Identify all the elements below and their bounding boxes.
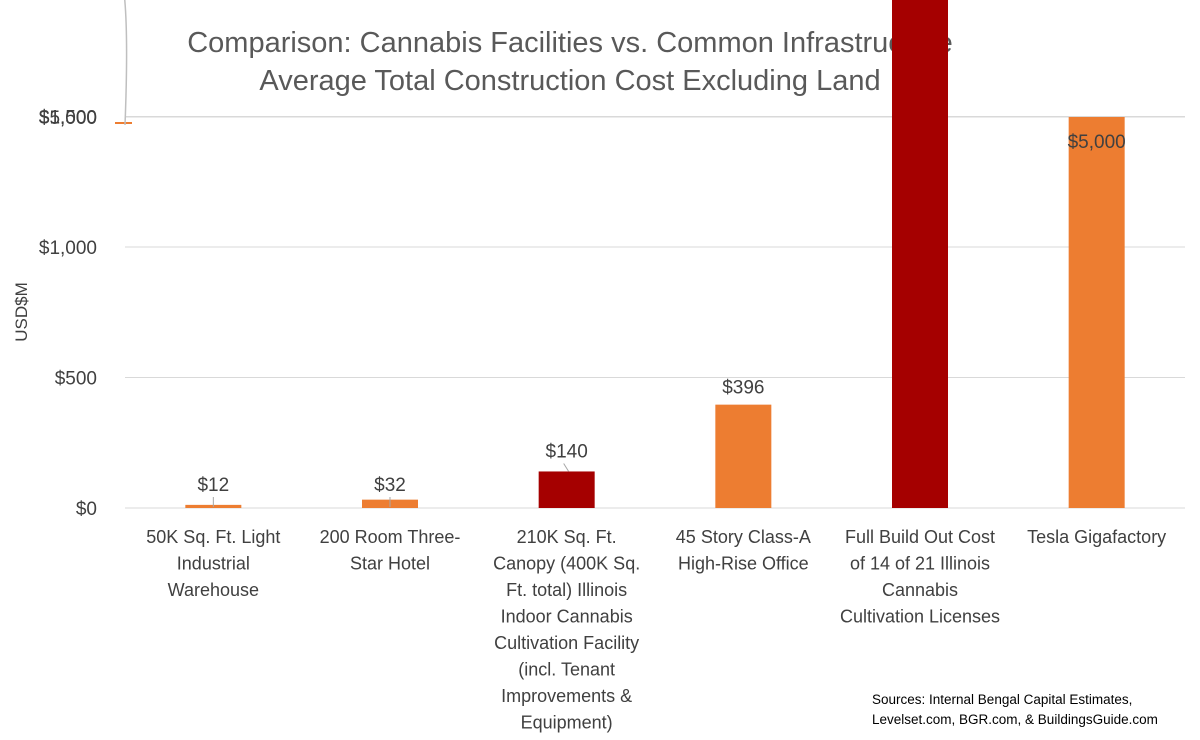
sources-line: Levelset.com, BGR.com, & BuildingsGuide.…	[872, 712, 1158, 727]
data-label: $12	[197, 475, 229, 496]
category-label: Industrial	[177, 554, 250, 574]
y-axis-label: USD$M	[12, 282, 31, 342]
y-tick-label: $1,000	[39, 238, 97, 259]
data-label-leader	[563, 463, 570, 472]
category-label: 210K Sq. Ft.	[517, 527, 617, 547]
category-label: (incl. Tenant	[518, 660, 615, 680]
category-label: of 14 of 21 Illinois	[850, 554, 990, 574]
gridlines	[125, 116, 1185, 509]
category-label: Star Hotel	[350, 554, 430, 574]
sources-line: Sources: Internal Bengal Capital Estimat…	[872, 692, 1133, 707]
category-labels: 50K Sq. Ft. Light Industrial Warehouse 200 …	[146, 527, 1166, 733]
bar	[892, 0, 948, 508]
bar	[715, 404, 772, 508]
category-label: Cultivation Licenses	[840, 607, 1000, 627]
category-label: Warehouse	[168, 580, 259, 600]
y-tick-label: $1,500	[39, 108, 97, 129]
axis-break-marker	[115, 0, 132, 126]
category-label: High-Rise Office	[678, 554, 809, 574]
sources-note: Sources: Internal Bengal Capital Estimat…	[872, 690, 1192, 730]
chart-subtitle: Average Total Construction Cost Excludin…	[259, 65, 881, 97]
category-label: Canopy (400K Sq.	[493, 554, 640, 574]
category-label: Equipment)	[521, 713, 613, 733]
category-label: 50K Sq. Ft. Light	[146, 527, 280, 547]
chart-title: Comparison: Cannabis Facilities vs. Comm…	[187, 27, 953, 59]
bars	[185, 0, 1125, 508]
bar	[538, 471, 595, 508]
category-label: Ft. total) Illinois	[506, 580, 627, 600]
bar	[1068, 117, 1125, 508]
break-squiggle	[123, 0, 128, 126]
data-labels: $12$32$140$396$1,960$5,000	[197, 132, 1126, 507]
y-tick-label: $0	[76, 499, 97, 520]
category-label: Improvements &	[501, 686, 632, 706]
category-label: Cultivation Facility	[494, 633, 639, 653]
y-tick-label: $500	[55, 369, 97, 390]
y-tick-label: $5,000	[39, 108, 97, 129]
data-label: $5,000	[1068, 132, 1126, 153]
category-label: Cannabis	[882, 580, 958, 600]
data-label: $140	[546, 441, 588, 462]
grid-gap	[1128, 176, 1185, 184]
data-label: $396	[722, 378, 764, 399]
category-label: Indoor Cannabis	[501, 607, 633, 627]
category-label: Tesla Gigafactory	[1027, 527, 1166, 547]
category-label: 200 Room Three-	[320, 527, 461, 547]
category-label: Full Build Out Cost	[845, 527, 995, 547]
category-label: 45 Story Class-A	[676, 527, 811, 547]
y-axis-ticks: $0$500$1,000$1,500$2,000$2,500$5,000	[39, 108, 97, 521]
data-label: $32	[374, 475, 406, 496]
